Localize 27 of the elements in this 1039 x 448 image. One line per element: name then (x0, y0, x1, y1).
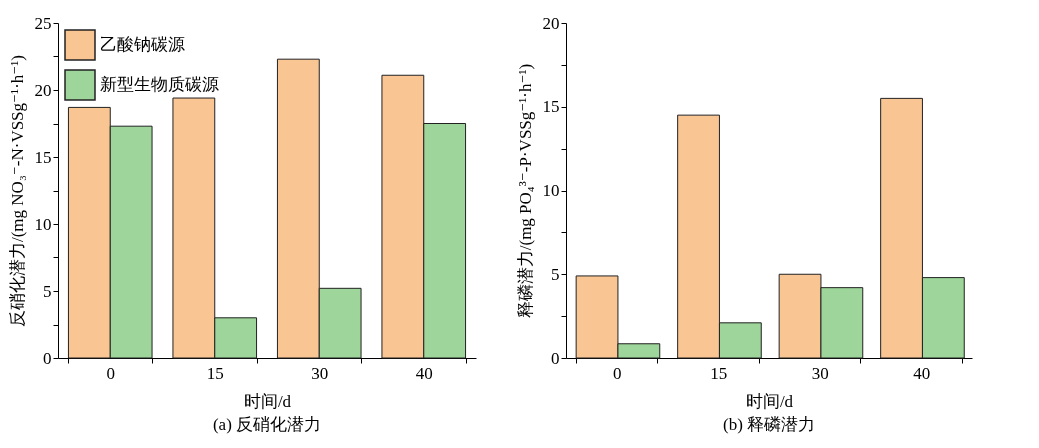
y-tick-label: 15 (542, 97, 560, 117)
x-tick-label: 0 (613, 363, 622, 383)
x-tick-label: 30 (311, 363, 329, 383)
legend-label: 新型生物质碳源 (100, 75, 219, 94)
y-tick-label: 25 (34, 13, 52, 33)
x-axis-title: 时间/d (243, 391, 292, 411)
x-axis-title: 时间/d (745, 391, 794, 411)
text: (b) 释磷潜力 (722, 415, 816, 434)
y-tick-label: 5 (551, 264, 560, 284)
y-tick-label: 10 (542, 181, 560, 200)
y-tick-label: 0 (551, 348, 560, 368)
legend-label: 乙酸钠碳源 (100, 35, 185, 54)
x-tick-label: 15 (710, 363, 728, 383)
y-tick-label: 10 (34, 214, 52, 234)
x-tick-label: 30 (811, 363, 829, 383)
y-tick-label: 15 (34, 147, 52, 167)
text: (a) 反硝化潜力 (212, 415, 322, 434)
x-tick-label: 40 (415, 363, 433, 383)
x-tick-label: 0 (106, 363, 115, 383)
y-tick-label: 20 (34, 80, 52, 100)
y-axis-title: 释磷潜力/(mg PO₄³⁻-P·VSSg⁻¹·h⁻¹) (515, 63, 535, 319)
x-tick-label: 40 (913, 363, 931, 383)
y-tick-label: 20 (542, 13, 560, 33)
y-tick-label: 0 (43, 348, 52, 368)
y-tick-label: 5 (43, 281, 52, 301)
y-axis-title: 反硝化潜力/(mg NO₃⁻-N·VSSg⁻¹·h⁻¹) (7, 54, 27, 328)
x-tick-label: 15 (206, 363, 224, 383)
